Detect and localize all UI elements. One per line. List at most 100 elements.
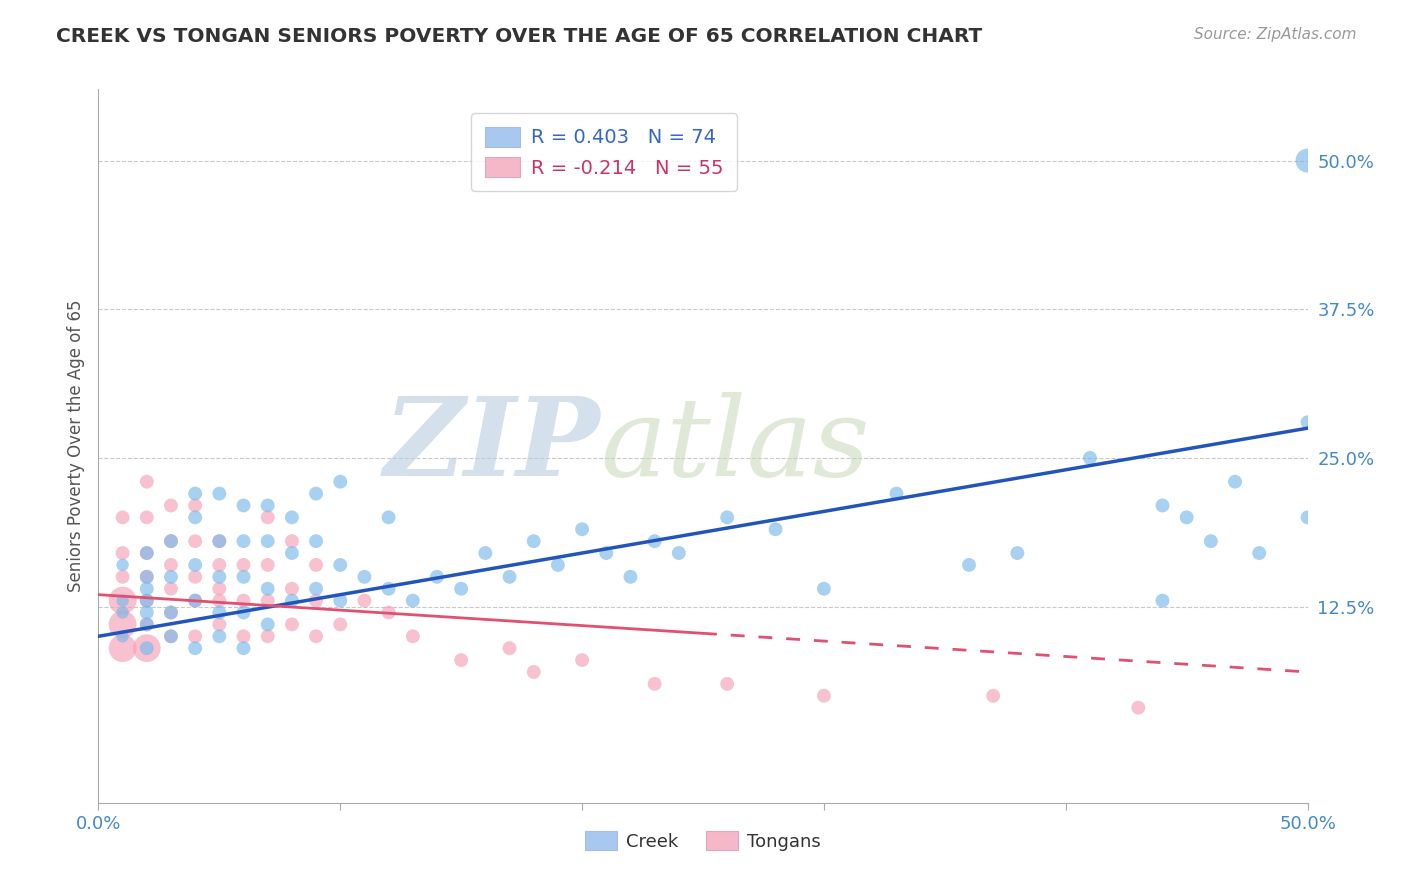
Point [135, 582, 157, 596]
Point [305, 629, 328, 643]
Point [571, 522, 593, 536]
Point [595, 546, 617, 560]
Point [208, 534, 231, 549]
Point [886, 486, 908, 500]
Point [1249, 546, 1271, 560]
Point [232, 499, 254, 513]
Point [135, 641, 157, 656]
Point [208, 570, 231, 584]
Point [981, 689, 1004, 703]
Point [135, 593, 157, 607]
Point [135, 570, 157, 584]
Point [111, 558, 134, 572]
Point [1128, 700, 1150, 714]
Point [305, 534, 328, 549]
Point [498, 570, 520, 584]
Point [160, 558, 183, 572]
Point [957, 558, 980, 572]
Point [160, 570, 183, 584]
Point [232, 534, 254, 549]
Point [377, 582, 399, 596]
Point [135, 570, 157, 584]
Point [135, 510, 157, 524]
Point [450, 582, 472, 596]
Point [111, 546, 134, 560]
Point [160, 606, 183, 620]
Point [1152, 593, 1174, 607]
Point [232, 593, 254, 607]
Point [281, 546, 304, 560]
Point [281, 510, 304, 524]
Point [305, 486, 328, 500]
Point [353, 593, 375, 607]
Point [160, 534, 183, 549]
Point [474, 546, 496, 560]
Point [450, 653, 472, 667]
Point [813, 582, 835, 596]
Point [111, 593, 134, 607]
Point [329, 475, 352, 489]
Point [1296, 510, 1319, 524]
Point [329, 558, 352, 572]
Point [668, 546, 690, 560]
Point [111, 510, 134, 524]
Point [208, 558, 231, 572]
Point [184, 641, 207, 656]
Point [256, 629, 278, 643]
Point [619, 570, 641, 584]
Point [1296, 153, 1319, 168]
Point [111, 606, 134, 620]
Point [184, 534, 207, 549]
Text: ZIP: ZIP [384, 392, 600, 500]
Point [184, 593, 207, 607]
Point [184, 499, 207, 513]
Point [135, 606, 157, 620]
Point [184, 629, 207, 643]
Point [281, 582, 304, 596]
Point [111, 641, 134, 656]
Point [232, 629, 254, 643]
Y-axis label: Seniors Poverty Over the Age of 65: Seniors Poverty Over the Age of 65 [66, 300, 84, 592]
Point [281, 617, 304, 632]
Point [523, 534, 546, 549]
Point [644, 534, 666, 549]
Point [160, 499, 183, 513]
Point [256, 558, 278, 572]
Point [281, 534, 304, 549]
Point [160, 629, 183, 643]
Point [498, 641, 520, 656]
Point [232, 558, 254, 572]
Point [716, 677, 738, 691]
Point [135, 617, 157, 632]
Point [305, 558, 328, 572]
Point [160, 534, 183, 549]
Point [111, 629, 134, 643]
Point [402, 593, 425, 607]
Point [135, 475, 157, 489]
Point [111, 593, 134, 607]
Point [256, 499, 278, 513]
Point [1152, 499, 1174, 513]
Point [1175, 510, 1198, 524]
Point [256, 617, 278, 632]
Point [1007, 546, 1029, 560]
Point [184, 593, 207, 607]
Text: atlas: atlas [600, 392, 870, 500]
Point [765, 522, 787, 536]
Point [1078, 450, 1101, 465]
Point [256, 510, 278, 524]
Point [208, 486, 231, 500]
Point [329, 593, 352, 607]
Text: Source: ZipAtlas.com: Source: ZipAtlas.com [1194, 27, 1357, 42]
Point [208, 617, 231, 632]
Point [208, 606, 231, 620]
Point [184, 486, 207, 500]
Text: CREEK VS TONGAN SENIORS POVERTY OVER THE AGE OF 65 CORRELATION CHART: CREEK VS TONGAN SENIORS POVERTY OVER THE… [56, 27, 983, 45]
Point [232, 606, 254, 620]
Point [208, 582, 231, 596]
Point [329, 617, 352, 632]
Point [160, 582, 183, 596]
Point [281, 593, 304, 607]
Point [402, 629, 425, 643]
Point [1199, 534, 1222, 549]
